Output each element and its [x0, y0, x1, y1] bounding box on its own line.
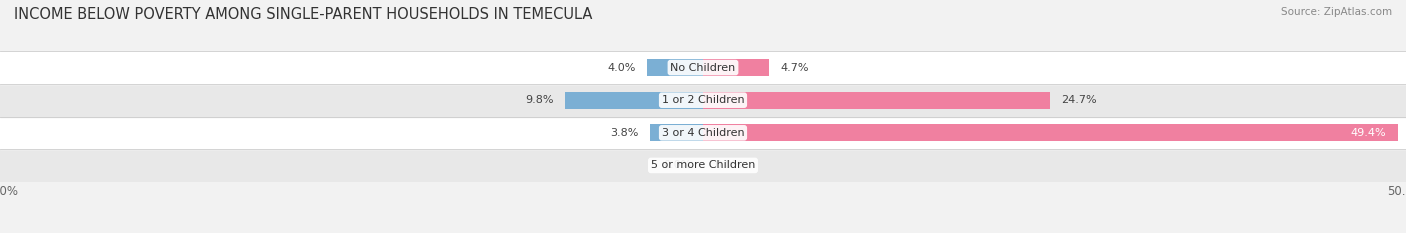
- Text: 1 or 2 Children: 1 or 2 Children: [662, 95, 744, 105]
- Bar: [647, 59, 703, 76]
- Text: 3.8%: 3.8%: [610, 128, 638, 138]
- Text: 5 or more Children: 5 or more Children: [651, 161, 755, 170]
- Bar: [0, 51, 1406, 84]
- Text: INCOME BELOW POVERTY AMONG SINGLE-PARENT HOUSEHOLDS IN TEMECULA: INCOME BELOW POVERTY AMONG SINGLE-PARENT…: [14, 7, 592, 22]
- Bar: [0, 84, 1406, 116]
- Text: 9.8%: 9.8%: [526, 95, 554, 105]
- Text: Source: ZipAtlas.com: Source: ZipAtlas.com: [1281, 7, 1392, 17]
- Text: 0.0%: 0.0%: [664, 161, 692, 170]
- Text: 3 or 4 Children: 3 or 4 Children: [662, 128, 744, 138]
- Text: 49.4%: 49.4%: [1351, 128, 1386, 138]
- Text: No Children: No Children: [671, 63, 735, 72]
- Text: 0.0%: 0.0%: [714, 161, 742, 170]
- Bar: [650, 124, 703, 141]
- Text: 24.7%: 24.7%: [1062, 95, 1097, 105]
- Text: 4.0%: 4.0%: [607, 63, 636, 72]
- Text: 4.7%: 4.7%: [780, 63, 808, 72]
- Bar: [703, 59, 769, 76]
- Bar: [565, 92, 703, 109]
- Bar: [703, 124, 1398, 141]
- Bar: [703, 92, 1050, 109]
- Bar: [0, 116, 1406, 149]
- Bar: [0, 149, 1406, 182]
